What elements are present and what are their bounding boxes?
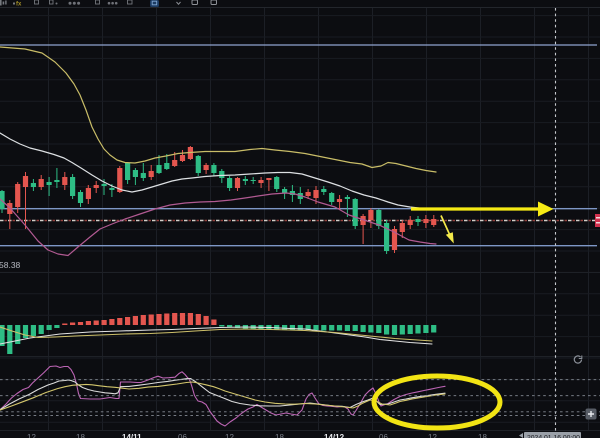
svg-text:18: 18	[76, 433, 85, 438]
svg-text:2024.01.16 00:00: 2024.01.16 00:00	[527, 435, 580, 438]
svg-text:06: 06	[178, 433, 187, 438]
svg-text:06: 06	[379, 433, 388, 438]
svg-text:fx: fx	[16, 2, 22, 8]
svg-text:14/12: 14/12	[324, 433, 345, 438]
svg-text:18: 18	[275, 433, 284, 438]
svg-text:18: 18	[478, 433, 487, 438]
svg-text:14/11: 14/11	[122, 433, 142, 438]
svg-text:58.38: 58.38	[0, 260, 21, 270]
svg-text:12: 12	[428, 433, 437, 438]
svg-text:12: 12	[27, 433, 36, 438]
svg-text:12: 12	[225, 433, 234, 438]
